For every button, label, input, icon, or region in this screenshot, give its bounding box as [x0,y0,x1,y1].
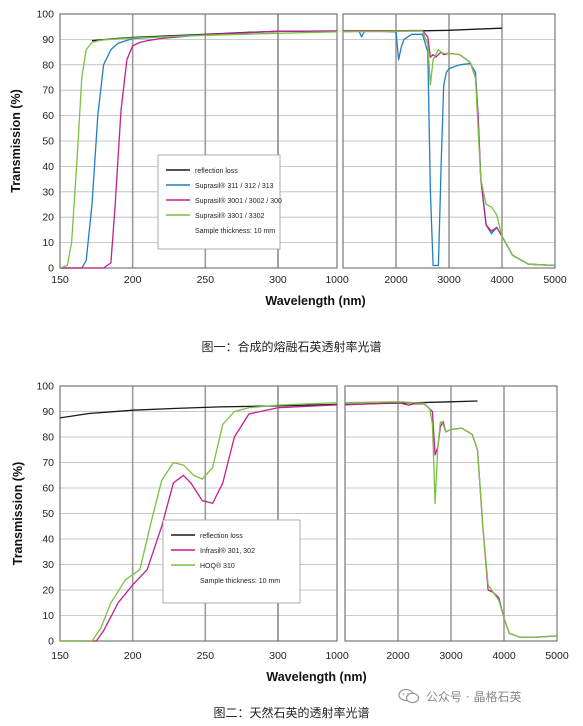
chart-2-legend: reflection loss Infrasil® 301, 302 HOQ® 31… [162,519,301,604]
series-line-2 [60,407,278,642]
chart-1: 150 200 250 300 1000 2000 3000 4000 5000 0 10 20 30 4… [9,9,567,309]
series-line-3 [60,30,278,269]
y-tick-label: 10 [42,610,54,622]
panel-frame [277,13,338,269]
legend-box [162,519,301,604]
y-tick-label: 60 [42,110,54,122]
series-line-2 [343,30,555,267]
x-tick-label: 2000 [384,274,408,286]
y-tick-label: 20 [42,585,54,597]
x-axis-label: Wavelength (nm) [266,670,366,684]
x-tick-label: 3000 [437,274,461,286]
y-tick-label: 50 [42,508,54,520]
legend-label: reflection loss [195,168,238,175]
chart-1-panel-3: 2000 3000 4000 5000 [342,13,567,286]
watermark: 公众号 · 晶格石英 [398,683,578,709]
legend-label: Suprasil® 311 / 312 / 313 [195,182,274,190]
x-tick-label: 150 [51,274,69,286]
x-tick-label: 1000 [325,650,349,662]
x-tick-label: 300 [269,274,287,286]
series-line-2 [278,404,337,409]
y-tick-label: 70 [42,457,54,469]
sample-thickness-note: Sample thickness: 10 mm [195,228,275,235]
series-line-3 [345,401,557,638]
y-tick-label: 40 [42,534,54,546]
x-tick-label: 250 [197,650,215,662]
y-tick-label: 30 [42,559,54,571]
series-line-4 [343,30,555,267]
x-tick-label: 200 [124,274,142,286]
x-tick-label: 200 [124,650,142,662]
legend-label: Suprasil® 3301 / 3302 [195,212,264,220]
x-tick-label: 300 [269,650,287,662]
y-tick-label: 30 [42,186,54,198]
series-line-3 [278,401,337,406]
panel-frame [342,13,556,269]
y-tick-label: 100 [36,9,54,21]
figure-1-caption: 图一：合成的熔融石英透射率光谱 [201,340,382,354]
y-tick-label: 10 [42,237,54,249]
chart-2-panel-2: 1000 [277,385,349,662]
series-line-3 [60,404,278,642]
y-tick-label: 20 [42,212,54,224]
panel-frame [344,385,558,642]
watermark-text: 公众号 · 晶格石英 [426,689,522,704]
series-line-4 [278,31,337,34]
chart-2-panel-1: 150 200 250 300 [51,385,287,662]
x-tick-label: 4000 [492,650,516,662]
x-tick-label: 1000 [325,274,349,286]
chart-1-legend: reflection loss Suprasil® 311 / 312 / 313… [157,154,282,250]
chart-2: 150 200 250 300 1000 2000 3000 4000 5000 0 10 20 30 4… [11,381,569,685]
x-tick-label: 5000 [545,650,569,662]
legend-label: HOQ® 310 [200,562,235,570]
x-tick-label: 250 [197,274,215,286]
x-tick-label: 2000 [386,650,410,662]
panel-frame [277,385,338,642]
x-tick-label: 4000 [490,274,514,286]
series-line-4 [60,32,278,269]
y-tick-label: 80 [42,432,54,444]
chart-1-panel-2: 1000 [277,13,349,286]
y-tick-label: 0 [48,636,54,648]
y-tick-label: 50 [42,136,54,148]
figure-2-caption: 图二：天然石英的透射率光谱 [213,706,370,720]
y-tick-label: 90 [42,406,54,418]
y-tick-label: 60 [42,483,54,495]
y-tick-label: 100 [36,381,54,393]
series-line-1 [278,403,337,407]
x-tick-label: 5000 [543,274,567,286]
legend-label: reflection loss [200,533,243,540]
legend-label: Suprasil® 3001 / 3002 / 300 [195,197,282,205]
series-line-1 [60,405,278,419]
y-tick-label: 80 [42,59,54,71]
y-axis-label: Transmission (%) [11,462,25,566]
wechat-icon [398,688,420,704]
x-tick-label: 3000 [439,650,463,662]
y-tick-label: 0 [48,263,54,275]
y-tick-label: 70 [42,85,54,97]
legend-label: Infrasil® 301, 302 [200,547,255,555]
y-tick-label: 40 [42,161,54,173]
y-axis-label: Transmission (%) [9,89,23,193]
sample-thickness-note: Sample thickness: 10 mm [200,578,280,585]
chart-2-panel-3: 2000 3000 4000 5000 [344,385,569,662]
x-axis-label: Wavelength (nm) [265,294,365,308]
x-tick-label: 150 [51,650,69,662]
y-tick-label: 90 [42,34,54,46]
